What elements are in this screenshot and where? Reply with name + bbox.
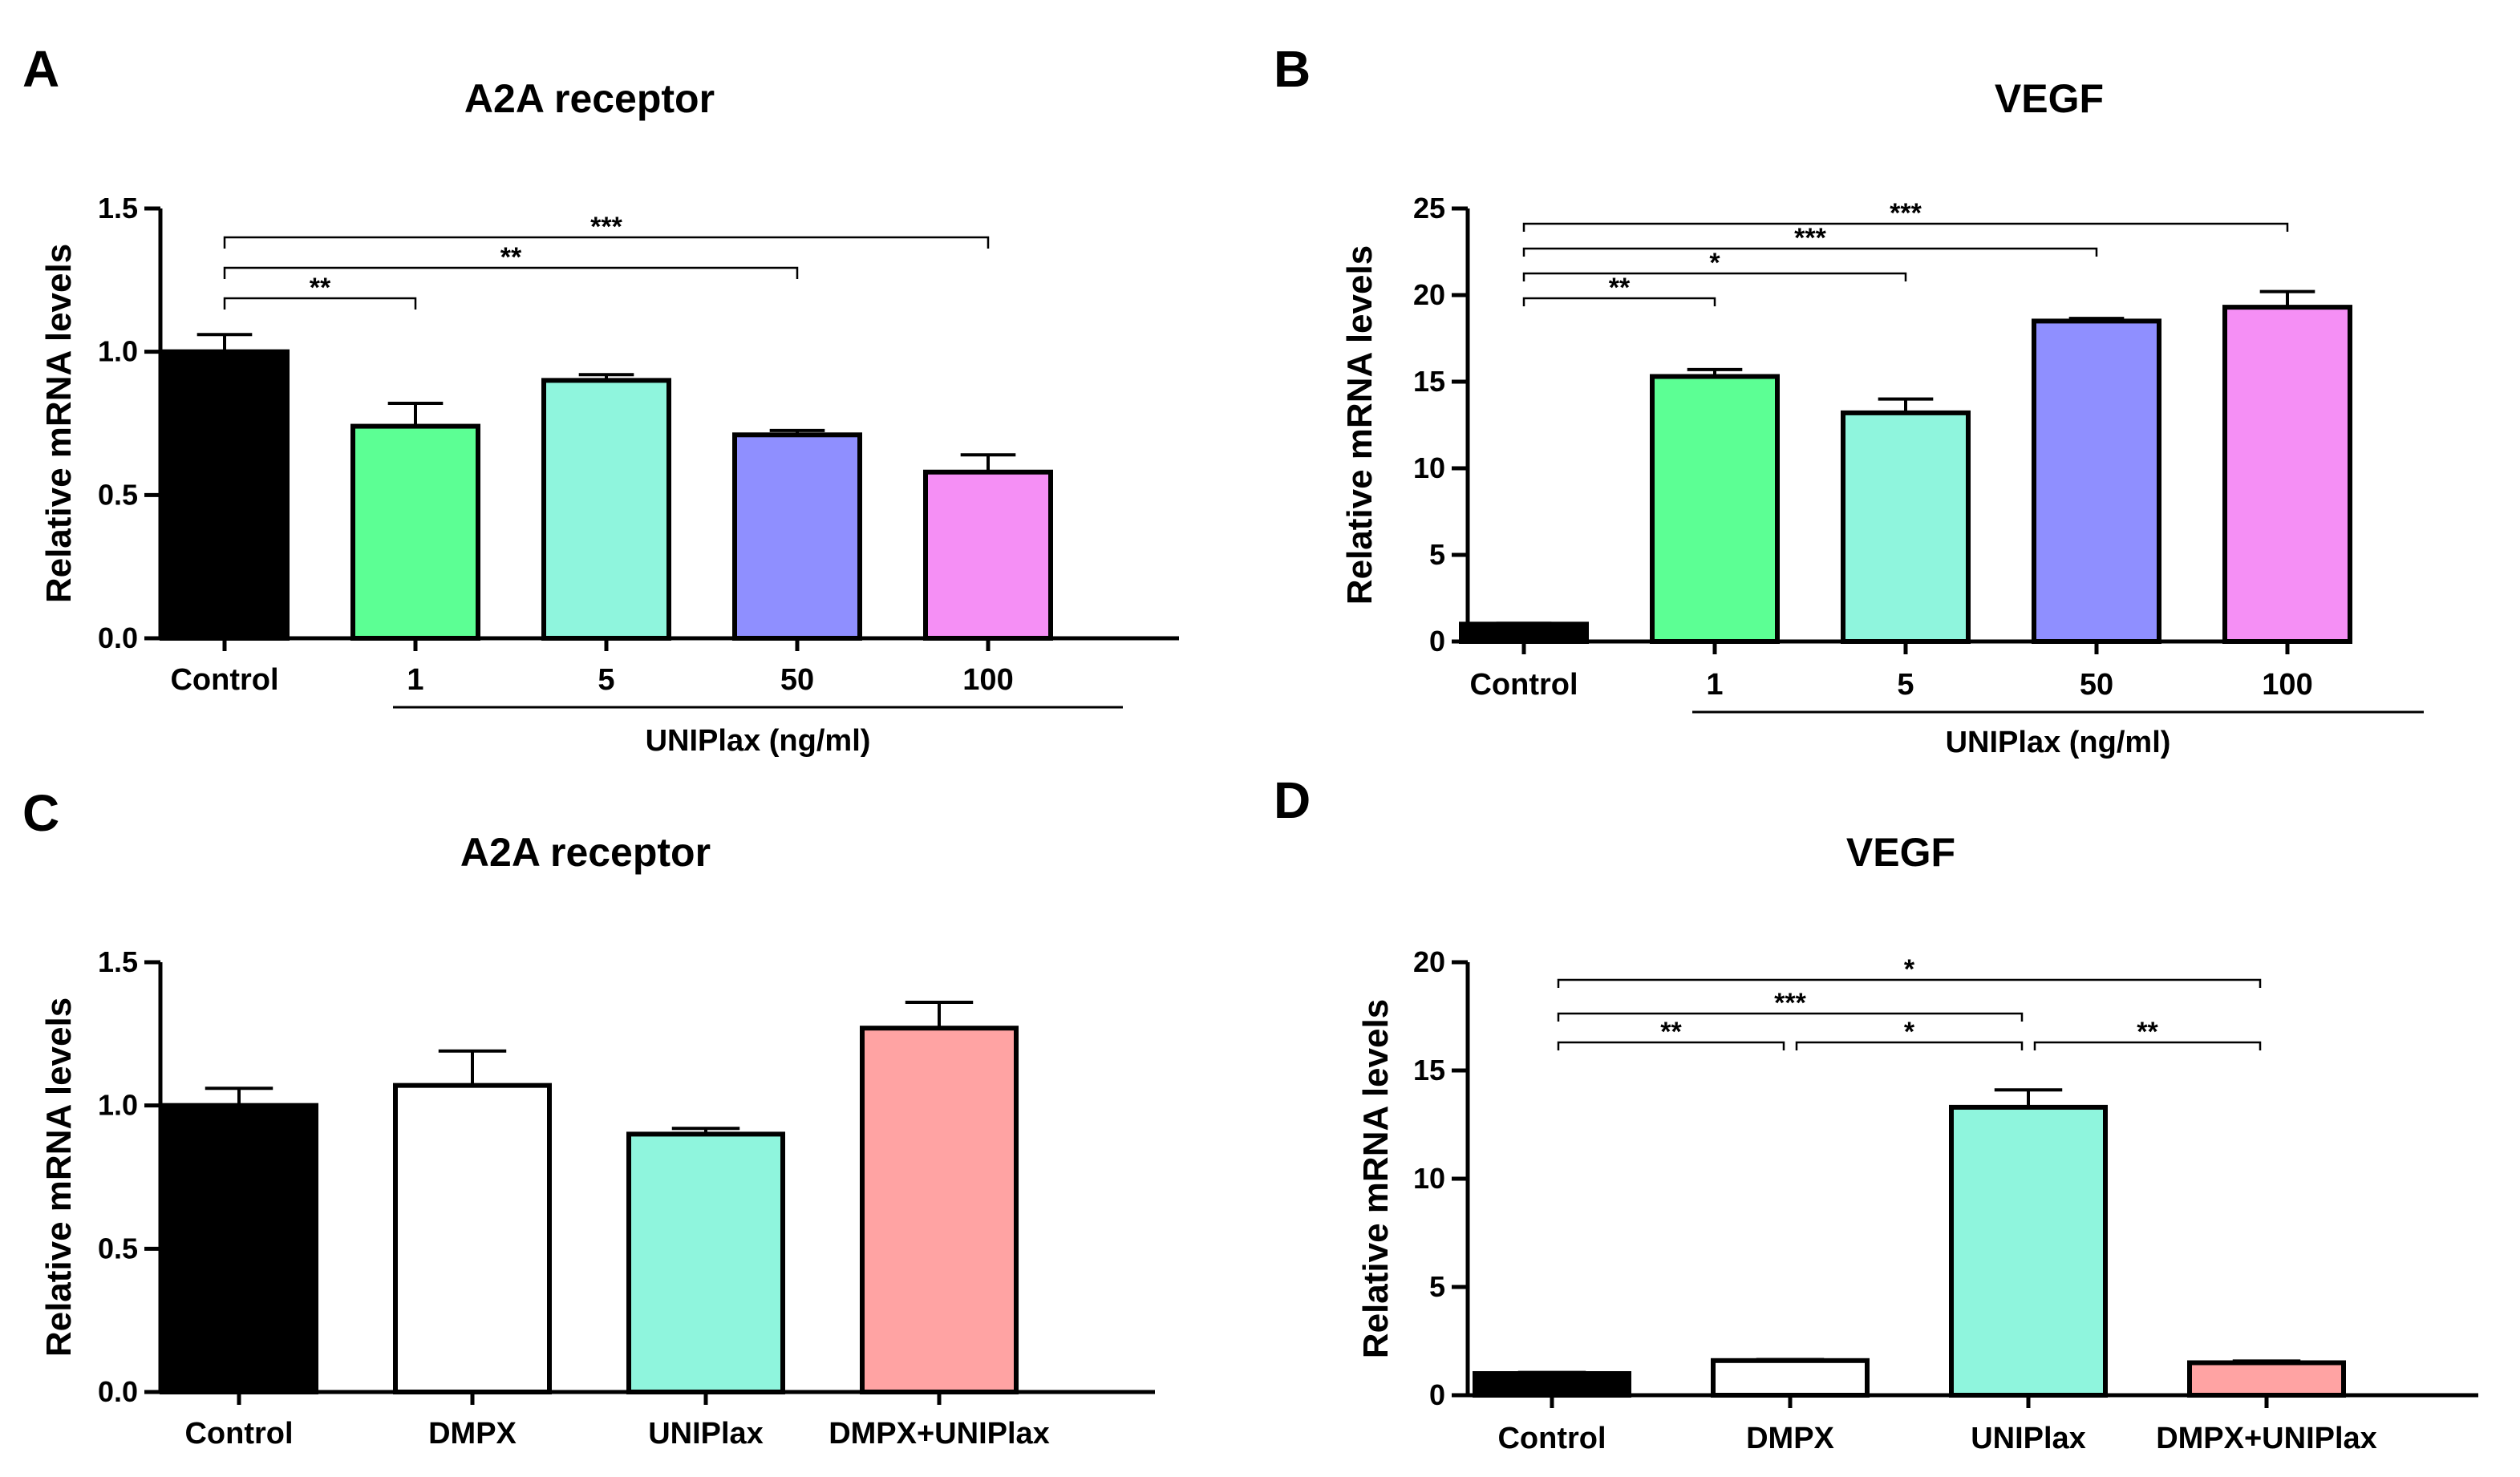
y-tick-label: 5 [1429, 538, 1445, 571]
y-tick-label: 10 [1413, 1162, 1445, 1195]
category-label: 5 [1897, 668, 1914, 702]
significance-bracket [223, 266, 799, 279]
bar [350, 423, 480, 641]
bar [160, 349, 290, 641]
category-label: Control [1497, 1422, 1606, 1455]
y-tick-label: 0.0 [98, 621, 138, 654]
panel-letter: A [22, 40, 59, 98]
significance-bracket [1795, 1041, 2024, 1050]
bar [541, 378, 671, 641]
significance-label: ** [2137, 1017, 2158, 1047]
category-label: DMPX+UNIPlax [829, 1417, 1050, 1451]
bar [2032, 318, 2161, 644]
y-tick-label: 0.0 [98, 1375, 138, 1408]
chart-panel-d: D VEGF Relative mRNA levels 0 5 10 15 20 Control… [1274, 771, 2478, 1455]
category-label: UNIPlax [648, 1417, 764, 1451]
significance-bracket [2033, 1041, 2262, 1050]
bar [923, 469, 1053, 641]
panel-letter: C [22, 784, 59, 842]
chart-panel-a: A A2A receptor Relative mRNA levels 0.0 0.5 1… [22, 40, 1179, 758]
chart-title: VEGF [1995, 76, 2104, 121]
category-label: UNIPlax [1971, 1422, 2086, 1455]
category-label: 1 [1706, 668, 1723, 702]
chart-title: VEGF [1846, 830, 1955, 875]
category-label: 1 [407, 663, 423, 697]
significance-bracket [223, 297, 417, 310]
category-label: 100 [2262, 668, 2312, 702]
y-axis-label: Relative mRNA levels [1340, 245, 1380, 605]
y-tick-label: 20 [1413, 945, 1445, 978]
chart-title: A2A receptor [460, 830, 711, 875]
significance-label: *** [1890, 198, 1922, 229]
y-tick-label: 15 [1413, 1054, 1445, 1087]
significance-label: *** [1774, 988, 1806, 1018]
y-tick-label: 5 [1429, 1270, 1445, 1303]
significance-label: * [1904, 954, 1915, 985]
bar [2222, 305, 2352, 644]
category-label: DMPX [1746, 1422, 1834, 1455]
y-tick-label: 1.0 [98, 1089, 138, 1122]
y-tick-label: 0 [1429, 625, 1445, 658]
bar [1473, 1371, 1631, 1398]
y-tick-label: 0.5 [98, 478, 138, 511]
y-axis-label: Relative mRNA levels [1356, 999, 1396, 1358]
y-tick-label: 25 [1413, 192, 1445, 225]
y-tick-label: 1.0 [98, 335, 138, 368]
y-tick-label: 1.5 [98, 945, 138, 978]
bar [1459, 621, 1589, 645]
significance-bracket [1522, 222, 2289, 232]
significance-label: ** [500, 242, 522, 273]
significance-bracket [1557, 1012, 2024, 1022]
bar [2187, 1360, 2346, 1398]
significance-bracket [1522, 272, 1907, 281]
category-label: 50 [780, 663, 814, 697]
bar [1949, 1104, 2108, 1398]
bar [393, 1082, 552, 1394]
significance-label: ** [310, 273, 331, 303]
chart-title: A2A receptor [464, 76, 715, 121]
panel-letter: B [1274, 40, 1311, 98]
y-axis-label: Relative mRNA levels [39, 997, 79, 1357]
bar [1841, 410, 1971, 644]
significance-bracket [1522, 297, 1716, 306]
chart-panel-c: C A2A receptor Relative mRNA levels 0.0 0.5 1… [22, 784, 1155, 1451]
category-label: 50 [2080, 668, 2113, 702]
significance-label: * [1709, 248, 1720, 278]
significance-label: * [1904, 1017, 1915, 1047]
significance-bracket [1522, 247, 2098, 257]
group-label: UNIPlax (ng/ml) [646, 724, 871, 758]
bar [1650, 374, 1780, 644]
significance-bracket [1557, 1041, 1785, 1050]
bar [860, 1026, 1019, 1394]
significance-bracket [223, 236, 990, 249]
bar [732, 432, 862, 641]
category-label: 100 [962, 663, 1013, 697]
significance-label: ** [1660, 1017, 1682, 1047]
category-label: Control [184, 1417, 293, 1451]
group-label: UNIPlax (ng/ml) [1946, 726, 2171, 759]
y-tick-label: 10 [1413, 451, 1445, 484]
category-label: DMPX [428, 1417, 517, 1451]
y-tick-label: 15 [1413, 365, 1445, 398]
y-tick-label: 0 [1429, 1378, 1445, 1411]
y-tick-label: 0.5 [98, 1232, 138, 1265]
category-label: Control [170, 663, 278, 697]
significance-bracket [1557, 978, 2262, 988]
significance-label: *** [590, 212, 622, 242]
y-tick-label: 1.5 [98, 192, 138, 225]
significance-label: ** [1609, 273, 1631, 303]
category-label: 5 [598, 663, 614, 697]
bar [160, 1103, 318, 1394]
y-axis-label: Relative mRNA levels [39, 244, 79, 603]
y-tick-label: 20 [1413, 278, 1445, 311]
panel-letter: D [1274, 771, 1311, 829]
bar [626, 1131, 785, 1395]
bar [1711, 1358, 1870, 1398]
significance-label: *** [1794, 223, 1826, 253]
category-label: Control [1469, 668, 1578, 702]
category-label: DMPX+UNIPlax [2156, 1422, 2377, 1455]
